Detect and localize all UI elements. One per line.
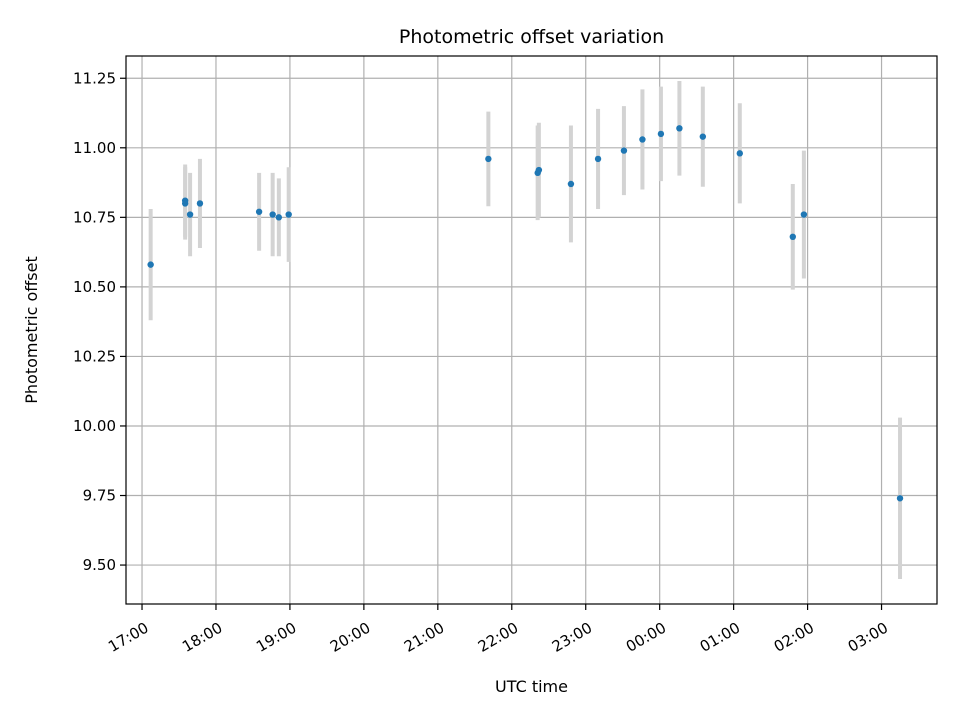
chart-title: Photometric offset variation — [399, 26, 664, 48]
x-tick-label: 18:00 — [179, 619, 225, 656]
y-tick-label: 11.25 — [73, 69, 116, 87]
data-point — [896, 495, 904, 502]
data-point — [800, 211, 808, 218]
data-point — [736, 150, 743, 157]
x-tick-label: 19:00 — [253, 619, 299, 656]
x-axis-label: UTC time — [495, 677, 568, 696]
y-axis-ticks: 9.50 9.75 10.00 10.25 10.50 10.75 11.00 11.25 — [73, 69, 126, 574]
y-tick-label: 10.50 — [73, 278, 116, 296]
data-point — [699, 133, 707, 140]
data-point — [789, 233, 796, 241]
x-tick-label: 00:00 — [623, 619, 669, 656]
data-point — [196, 200, 204, 207]
x-tick-label: 01:00 — [697, 619, 743, 656]
errorbars — [148, 81, 903, 579]
data-point — [620, 147, 628, 154]
data-point — [676, 125, 683, 132]
y-tick-label: 11.00 — [73, 139, 116, 157]
y-tick-label: 9.75 — [83, 487, 116, 505]
data-point — [535, 166, 543, 174]
x-tick-label: 23:00 — [549, 619, 595, 656]
data-point — [186, 211, 194, 218]
data-point — [255, 208, 263, 215]
data-point — [181, 197, 189, 204]
x-tick-label: 21:00 — [401, 619, 447, 656]
data-point — [639, 136, 646, 143]
x-axis-ticks: 17:00 18:00 19:00 20:00 21:00 22:00 23:00 00:00… — [105, 604, 891, 656]
x-tick-label: 03:00 — [845, 619, 891, 656]
x-tick-label: 02:00 — [771, 619, 817, 656]
data-point — [275, 214, 283, 221]
x-tick-label: 20:00 — [327, 619, 373, 656]
data-point — [285, 211, 292, 218]
data-point — [594, 155, 602, 163]
data-point — [485, 155, 492, 163]
x-tick-label: 17:00 — [105, 619, 151, 656]
data-point — [567, 180, 575, 188]
data-point — [657, 130, 665, 138]
plot-frame — [125, 55, 938, 605]
data-point — [147, 261, 154, 268]
y-tick-label: 10.25 — [73, 347, 116, 365]
data-points — [147, 125, 904, 502]
grid — [126, 56, 937, 604]
x-tick-label: 22:00 — [475, 619, 521, 656]
data-point — [269, 211, 276, 218]
y-axis-label: Photometric offset — [22, 256, 41, 404]
y-tick-label: 10.00 — [73, 417, 116, 435]
y-tick-label: 10.75 — [73, 208, 116, 226]
y-tick-label: 9.50 — [83, 556, 116, 574]
